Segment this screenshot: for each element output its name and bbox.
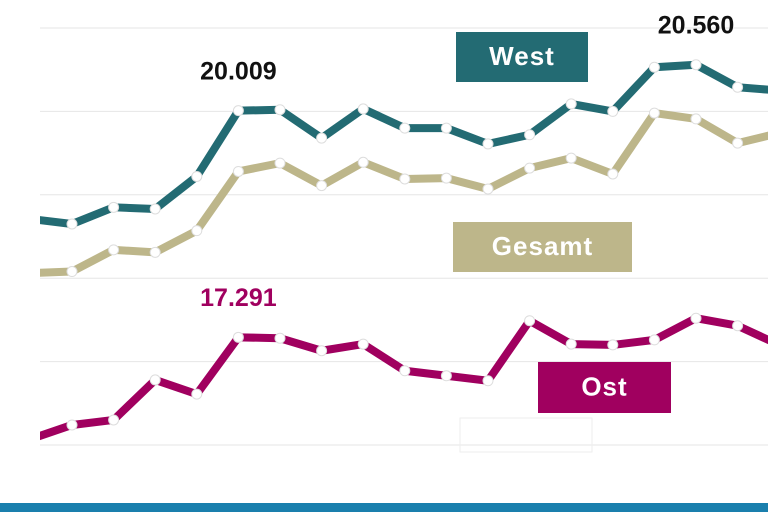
data-point: [399, 173, 411, 185]
data-point: [607, 105, 619, 117]
data-point: [648, 107, 660, 119]
data-point: [25, 214, 35, 224]
data-point: [399, 365, 411, 377]
data-point: [274, 332, 286, 344]
data-point: [232, 331, 244, 343]
data-point: [191, 170, 203, 182]
data-point: [607, 339, 619, 351]
data-point: [191, 388, 203, 400]
legend-label: Ost: [581, 371, 627, 401]
data-point: [648, 61, 660, 73]
decor-box: [459, 417, 593, 453]
data-point: [607, 168, 619, 180]
data-point: [565, 152, 577, 164]
data-point: [357, 156, 369, 168]
data-point: [440, 122, 452, 134]
data-point: [482, 138, 494, 150]
data-point: [357, 338, 369, 350]
data-point: [732, 137, 744, 149]
data-point: [149, 203, 161, 215]
data-point: [440, 172, 452, 184]
data-point: [25, 434, 35, 444]
data-point: [690, 113, 702, 125]
legend-box: [538, 362, 671, 413]
data-point: [648, 334, 660, 346]
data-point: [690, 312, 702, 324]
data-point: [357, 103, 369, 115]
data-point: [149, 246, 161, 258]
data-point: [274, 104, 286, 116]
data-point: [690, 59, 702, 71]
data-point: [524, 129, 536, 141]
data-point: [565, 338, 577, 350]
legend-box: [453, 222, 632, 272]
legend-label: Gesamt: [492, 231, 593, 261]
data-point: [565, 98, 577, 110]
data-point: [149, 374, 161, 386]
data-point: [732, 320, 744, 332]
series-line: [40, 109, 768, 277]
data-point: [316, 180, 328, 192]
value-label: 20.009: [200, 57, 276, 85]
data-point: [732, 81, 744, 93]
data-point: [108, 414, 120, 426]
legend-label: West: [489, 41, 555, 71]
data-point: [274, 157, 286, 169]
series-line: [40, 60, 768, 228]
data-point: [191, 225, 203, 237]
data-point: [482, 183, 494, 195]
data-point: [108, 244, 120, 256]
data-point: [66, 218, 78, 230]
data-point: [66, 266, 78, 278]
footer-bar: [0, 503, 768, 512]
data-point: [524, 315, 536, 327]
value-label: 17.291: [200, 284, 277, 312]
data-point: [482, 375, 494, 387]
data-point: [25, 268, 35, 278]
legend-box: [456, 32, 588, 82]
data-point: [440, 370, 452, 382]
data-point: [108, 201, 120, 213]
data-point: [524, 162, 536, 174]
data-point: [316, 132, 328, 144]
value-label: 20.560: [658, 11, 734, 39]
data-point: [316, 345, 328, 357]
data-point: [232, 105, 244, 117]
data-point: [399, 122, 411, 134]
data-point: [232, 165, 244, 177]
data-point: [66, 419, 78, 431]
